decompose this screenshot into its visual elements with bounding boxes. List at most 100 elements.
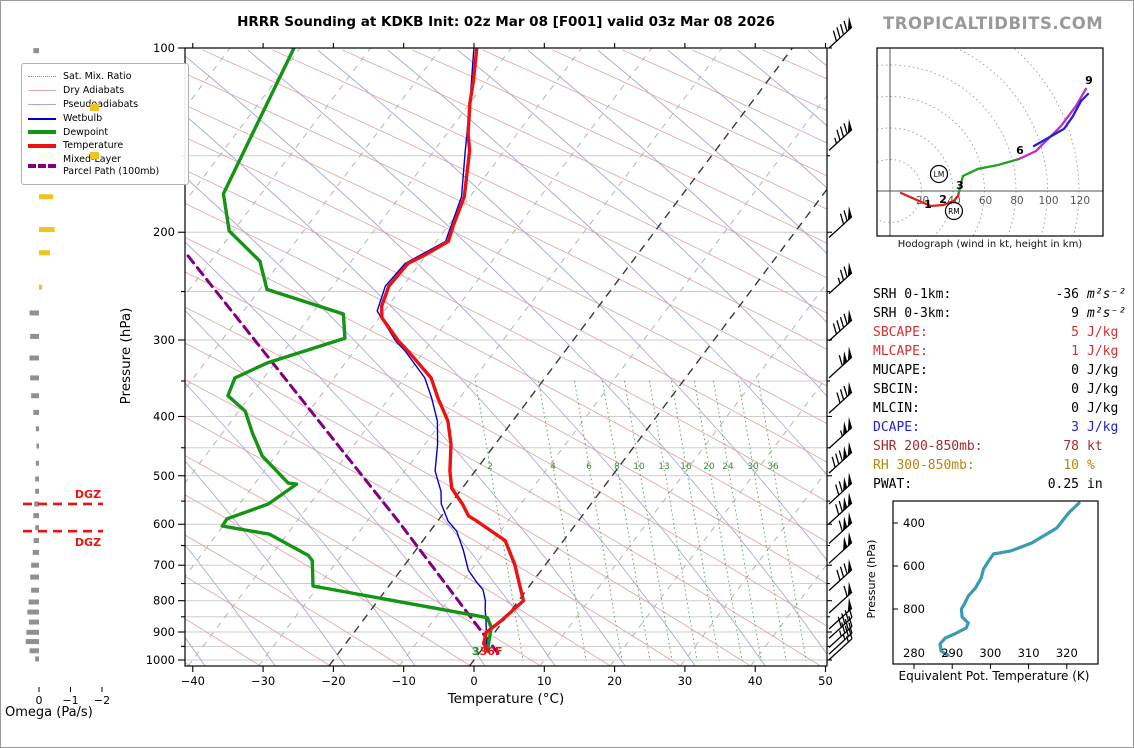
theta-e-pressure-label: Pressure (hPa): [865, 539, 878, 619]
omega-updraft-mark: [90, 152, 99, 160]
hodograph-height-label: 9: [1085, 74, 1093, 87]
wind-barb: [828, 606, 853, 639]
legend-item: Dry Adiabats: [28, 85, 182, 97]
severe-indices-panel: SRH 0-1km: -36 m²s⁻² SRH 0-3km: 9 m²s⁻² SBCAPE…: [873, 285, 1129, 494]
legend-item: Sat. Mix. Ratio: [28, 71, 182, 83]
index-value: 3: [1071, 420, 1079, 435]
pressure-tick-label: 400: [153, 409, 175, 423]
omega-bar-up: [39, 227, 55, 233]
omega-bar-down: [35, 656, 39, 662]
omega-bar-down: [29, 648, 39, 654]
pseudoadiabat-line: [185, 114, 696, 666]
pseudoadiabat-line: [185, 55, 766, 666]
temperature-curve: [380, 48, 526, 653]
index-unit: J/kg: [1087, 363, 1119, 378]
mixing-ratio-label: 2: [487, 462, 493, 472]
omega-bar-down: [28, 599, 39, 605]
omega-bar-down: [36, 443, 39, 449]
temperature-tick-label: 10: [537, 674, 552, 688]
dry-adiabat-line: [185, 236, 827, 585]
index-row: PWAT: 0.25 in: [873, 475, 1129, 494]
hodograph-trace-6-9km: [1017, 87, 1088, 161]
theta-e-y-tick-label: 400: [903, 516, 925, 530]
mixing-ratio-label: 20: [703, 462, 715, 472]
theta-e-panel: 280 290 300 310 320 400 600 800: [892, 500, 1099, 669]
omega-tick-label: 0: [36, 694, 43, 707]
wind-barb: [828, 346, 853, 379]
pressure-tick-label: 500: [153, 469, 175, 483]
index-unit: m²s⁻²: [1087, 287, 1127, 302]
index-value: 0.25: [1047, 477, 1079, 492]
theta-e-frame: [892, 500, 1099, 665]
wind-barb: [828, 441, 853, 474]
wind-barb: [828, 416, 853, 449]
wind-barb: [828, 628, 853, 661]
pseudoadiabat-line: [185, 176, 626, 666]
pressure-tick-label: 700: [153, 558, 175, 572]
hodograph-height-label: 2: [939, 193, 947, 206]
index-label: DCAPE:: [873, 420, 920, 435]
theta-e-y-tick-label: 800: [903, 602, 925, 616]
temperature-tick-label: 0: [470, 674, 477, 688]
index-unit: %: [1087, 458, 1095, 473]
dgz-label: DGZ: [75, 488, 101, 501]
hodograph-height-label: 6: [1016, 144, 1024, 157]
wind-barb: [828, 622, 853, 655]
wind-barb: [828, 309, 853, 342]
pseudoadiabat-line: [247, 49, 827, 656]
pseudoadiabat-line: [317, 49, 827, 561]
mixing-ratio-label: 36: [767, 462, 779, 472]
dry-adiabat-line: [342, 49, 827, 279]
pseudoadiabat-line: [527, 49, 827, 324]
parcel-path-curve: [185, 251, 500, 655]
legend-swatch-dry-icon: [28, 90, 56, 92]
isotherm-line: [328, 48, 793, 666]
dry-adiabat-line: [482, 49, 827, 210]
dewpoint-curve: [220, 48, 493, 651]
watermark: TROPICALTIDBITS.COM: [883, 14, 1104, 33]
index-label: SRH 0-3km:: [873, 306, 952, 321]
theta-e-x-tick-label: 310: [1018, 646, 1040, 660]
index-label: MUCAPE:: [873, 363, 928, 378]
omega-tick-label: −2: [94, 694, 110, 707]
mixing-ratio-line: [758, 380, 807, 662]
index-unit: J/kg: [1087, 401, 1119, 416]
omega-bar-up: [39, 284, 43, 290]
wind-barb: [828, 531, 853, 564]
dry-adiabat-line: [185, 136, 827, 463]
wetbulb-curve: [376, 48, 488, 650]
index-row: DCAPE: 3 J/kg: [873, 418, 1129, 437]
hodograph-frame: [876, 47, 1104, 237]
omega-tick-label: −1: [62, 694, 78, 707]
mixing-ratio-line: [649, 380, 698, 662]
omega-bar-down: [33, 538, 39, 544]
surface-dewpoint-label: 3: [472, 645, 480, 658]
pressure-tick-label: 300: [153, 333, 175, 347]
wind-barb: [828, 511, 853, 544]
skewt-frame: [184, 47, 828, 667]
hodograph-caption: Hodograph (wind in kt, height in km): [897, 239, 1083, 250]
omega-bar-down: [28, 619, 39, 625]
index-label: SRH 0-1km:: [873, 287, 952, 302]
pressure-tick-label: 100: [153, 41, 175, 55]
index-value: 0: [1071, 363, 1079, 378]
index-value: 10: [1063, 458, 1079, 473]
omega-bar-down: [29, 355, 39, 361]
index-value: -36: [1055, 287, 1079, 302]
index-row: MUCAPE: 0 J/kg: [873, 361, 1129, 380]
omega-bar-down: [35, 426, 39, 432]
omega-bar-down: [27, 609, 39, 615]
omega-bar-down: [30, 574, 39, 580]
omega-bar-down: [30, 333, 39, 339]
page-title: HRRR Sounding at KDKB Init: 02z Mar 08 […: [237, 14, 775, 30]
theta-e-x-tick-label: 320: [1056, 646, 1078, 660]
index-row: SHR 200-850mb: 78 kt: [873, 437, 1129, 456]
omega-bar-down: [35, 460, 39, 466]
wind-barb: [828, 615, 853, 648]
dry-adiabat-line: [185, 494, 471, 666]
wind-barb: [828, 16, 853, 49]
theta-e-x-tick-label: 300: [979, 646, 1001, 660]
